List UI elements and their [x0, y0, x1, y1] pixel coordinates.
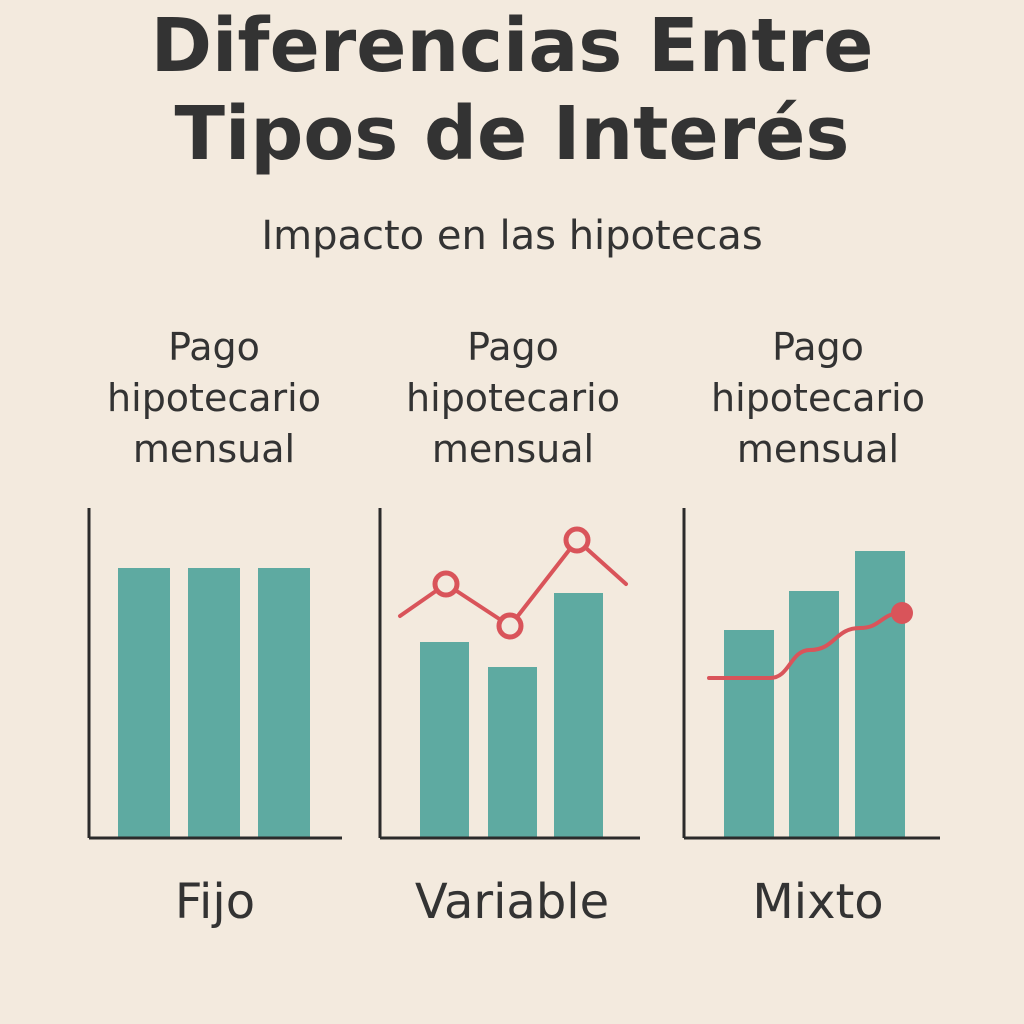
panel-title-line: mensual [736, 427, 900, 471]
panel-title-line: hipotecario [406, 376, 620, 420]
title-line-2: Tipos de Interés [174, 91, 850, 177]
bar [724, 630, 774, 838]
panel-title-line: hipotecario [711, 376, 925, 420]
panel-title-mixto: Pago hipotecario mensual [668, 322, 968, 475]
line-point [891, 602, 913, 624]
panel-title-variable: Pago hipotecario mensual [363, 322, 663, 475]
panel-label-variable: Variable [414, 874, 610, 930]
title-line-1: Diferencias Entre [150, 3, 874, 89]
panel-title-line: mensual [431, 427, 595, 471]
panel-label-fijo: Fijo [174, 874, 256, 930]
line-point [432, 570, 460, 598]
line-point [496, 612, 524, 640]
line-point [563, 526, 591, 554]
series-line [707, 611, 904, 680]
panel-title-line: hipotecario [107, 376, 321, 420]
bar [789, 591, 839, 838]
bar [118, 568, 170, 838]
panel-title-line: Pago [467, 325, 559, 369]
panel-title-line: Pago [772, 325, 864, 369]
page-title: Diferencias Entre Tipos de Interés [0, 2, 1024, 178]
panel-title-line: mensual [132, 427, 296, 471]
bar [188, 568, 240, 838]
bar [855, 551, 905, 838]
panel-label-mixto: Mixto [752, 874, 884, 930]
bar [420, 642, 469, 838]
panel-title-fijo: Pago hipotecario mensual [64, 322, 364, 475]
bar [554, 593, 603, 838]
panel-title-line: Pago [168, 325, 260, 369]
bar [488, 667, 537, 838]
bar [258, 568, 310, 838]
page-subtitle: Impacto en las hipotecas [261, 213, 763, 259]
